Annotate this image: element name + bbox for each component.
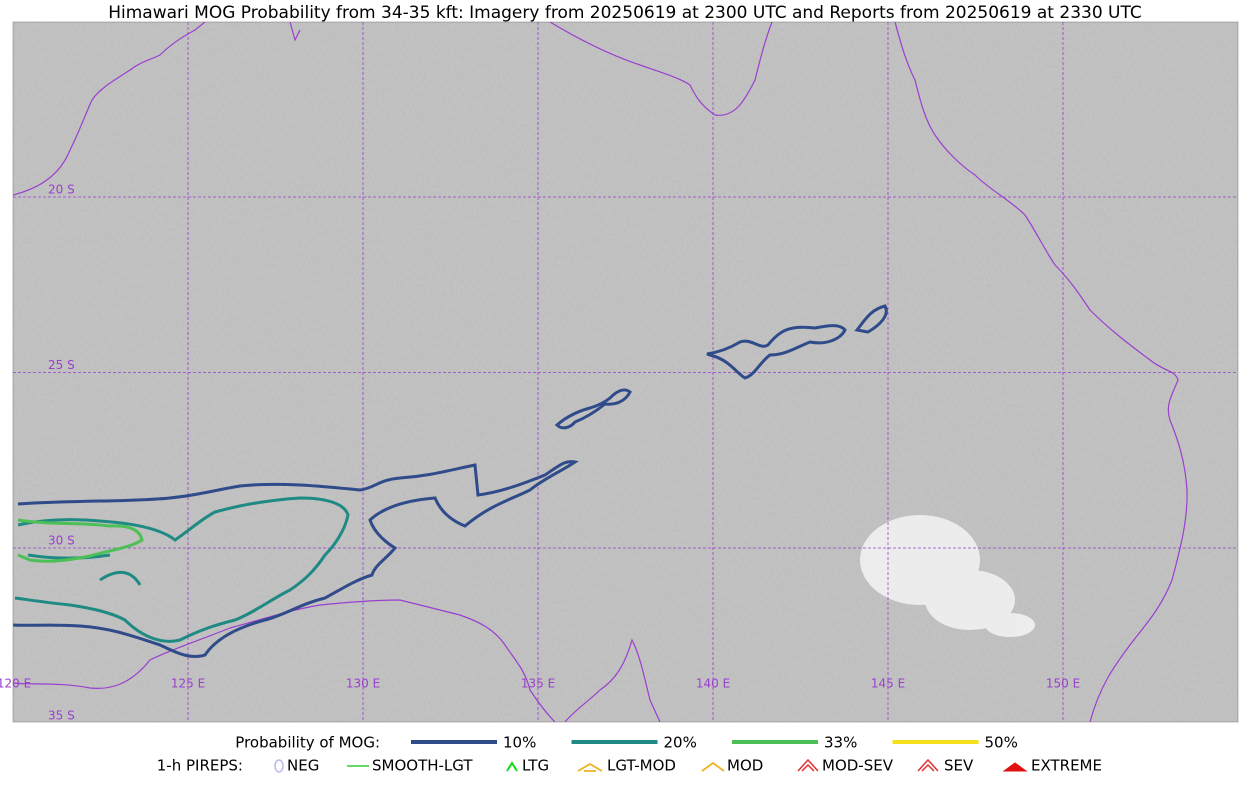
lat-label: 20 S	[48, 183, 75, 197]
lon-label: 120 E	[0, 677, 31, 691]
map	[13, 22, 1238, 722]
legend-label: 33%	[824, 734, 857, 752]
lat-label: 25 S	[48, 358, 75, 372]
pirep-symbol	[274, 759, 284, 773]
pirep-symbol	[701, 761, 725, 772]
pirep-icon	[701, 761, 725, 772]
pirep-icon	[917, 758, 939, 772]
legend-label: 20%	[664, 734, 697, 752]
legend-label: LGT-MOD	[607, 757, 676, 775]
pirep-icon	[797, 758, 819, 772]
pirep-icon	[274, 759, 284, 773]
graticule	[13, 22, 1238, 722]
satellite-texture	[13, 22, 1238, 722]
mog-contours	[13, 304, 888, 659]
legend-label: MOD-SEV	[822, 757, 894, 775]
lon-label: 150 E	[1046, 677, 1080, 691]
legend-heading: 1-h PIREPS:	[157, 757, 243, 775]
chart-title: Himawari MOG Probability from 34-35 kft:…	[108, 3, 1142, 23]
pirep-symbol	[577, 762, 603, 772]
pirep-symbol	[506, 761, 518, 772]
pirep-symbol	[797, 758, 819, 772]
cloud-cluster	[860, 515, 1035, 637]
pirep-icon	[1002, 762, 1028, 772]
lat-label: 35 S	[48, 709, 75, 723]
map-frame	[12, 21, 1239, 723]
lon-label: 140 E	[696, 677, 730, 691]
pirep-icon	[506, 761, 518, 772]
legend-label: 10%	[503, 734, 536, 752]
pirep-symbol	[1002, 762, 1028, 772]
pirep-symbol	[917, 758, 939, 772]
legend-label: SMOOTH-LGT	[372, 757, 473, 775]
lon-label: 125 E	[171, 677, 205, 691]
pirep-icon	[577, 762, 603, 772]
lat-label: 30 S	[48, 534, 75, 548]
lon-label: 135 E	[521, 677, 555, 691]
legend-label: NEG	[287, 757, 319, 775]
legend-label: 50%	[985, 734, 1018, 752]
legend-label: SEV	[944, 757, 974, 775]
legend: Probability of MOG: 10% 20% 33% 50% 1-h PIREP…	[157, 734, 1102, 775]
lon-label: 145 E	[871, 677, 905, 691]
legend-label: LTG	[522, 757, 549, 775]
coastline	[13, 22, 1188, 722]
legend-label: MOD	[727, 757, 763, 775]
lon-label: 130 E	[346, 677, 380, 691]
legend-heading: Probability of MOG:	[235, 734, 380, 752]
map-labels: 120 E 125 E 130 E 135 E 140 E 145 E 150 E 20 S 2…	[0, 183, 1080, 723]
legend-label: EXTREME	[1031, 757, 1102, 775]
